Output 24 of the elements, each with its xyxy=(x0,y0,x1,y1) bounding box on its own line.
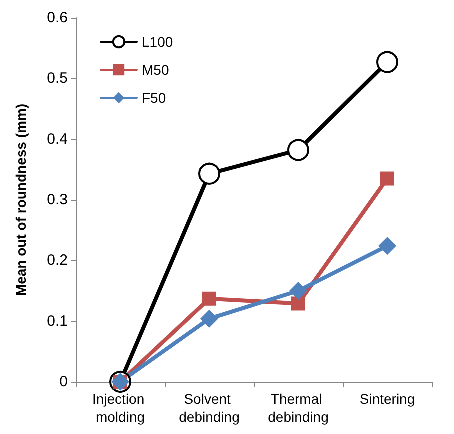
point xyxy=(376,51,398,74)
point xyxy=(198,162,220,185)
y-tick-label: 0.3 xyxy=(47,192,68,208)
y-tick-label: 0.2 xyxy=(47,252,68,270)
point xyxy=(378,237,396,256)
y-tick-label: 0.6 xyxy=(47,10,68,26)
x-tick-label: Solvent debinding xyxy=(179,391,240,425)
x-tick-label: Thermal debinding xyxy=(268,391,329,425)
y-tick-label: 0.4 xyxy=(47,130,68,148)
legend-label: L100 xyxy=(142,34,174,50)
point xyxy=(202,292,216,306)
legend-label: F50 xyxy=(142,90,166,106)
y-axis-title: Mean out of roundness (mm) xyxy=(13,104,29,296)
point xyxy=(380,172,394,186)
y-tick-label: 0 xyxy=(60,374,68,390)
y-tick-label: 0.5 xyxy=(47,70,68,88)
point xyxy=(290,282,308,300)
x-tick-label: Sintering xyxy=(360,391,416,407)
legend-label: M50 xyxy=(142,62,170,78)
point xyxy=(292,296,306,311)
y-tick-label: 0.1 xyxy=(47,312,68,330)
x-tick-label: Injection molding xyxy=(92,391,149,425)
point xyxy=(200,310,218,328)
point xyxy=(288,139,310,162)
